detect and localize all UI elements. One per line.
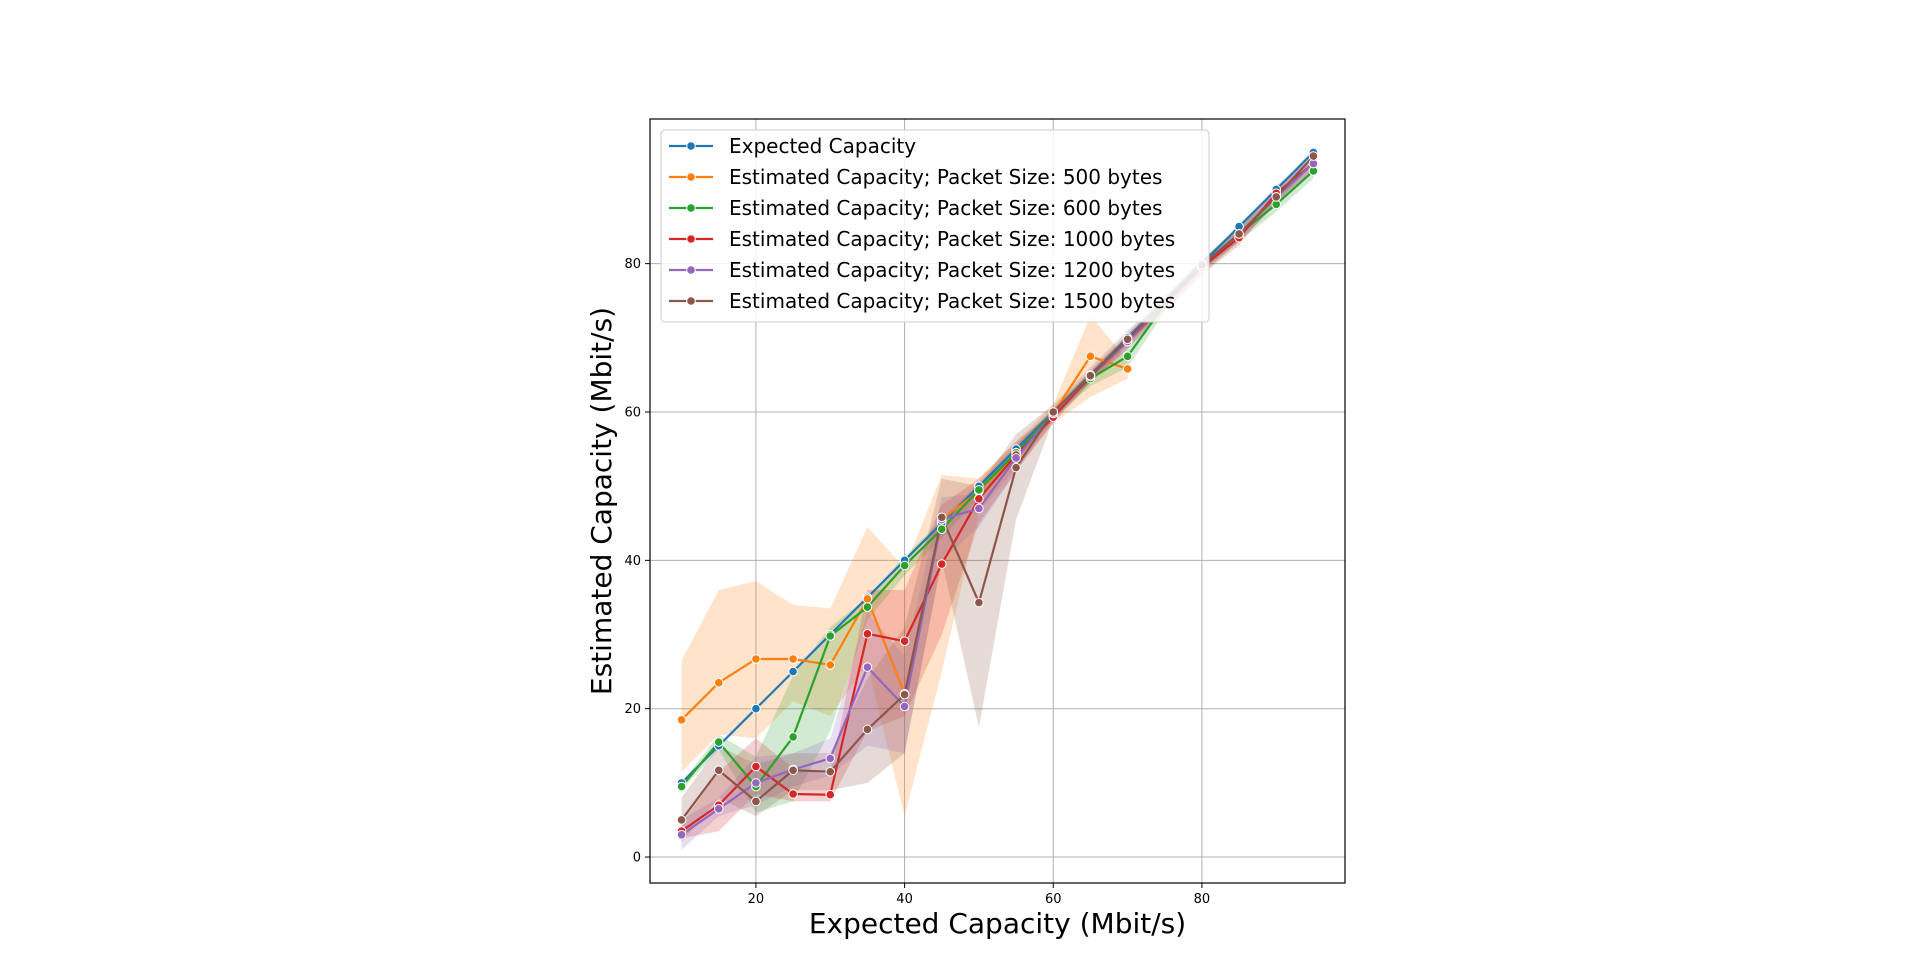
data-point-4 <box>974 503 984 514</box>
data-point-1 <box>751 654 761 664</box>
data-point-4 <box>862 662 873 672</box>
y-tick-label: 0 <box>633 851 641 866</box>
legend-marker-5 <box>686 296 696 306</box>
data-point-4 <box>751 778 761 788</box>
data-point-3 <box>974 493 984 504</box>
data-point-1 <box>825 660 836 670</box>
plot-frame <box>649 118 1346 884</box>
y-axis-label: Estimated Capacity (Mbit/s) <box>585 307 618 695</box>
data-point-4 <box>1011 453 1021 463</box>
x-tick-label: 20 <box>748 892 765 907</box>
data-point-5 <box>676 815 687 825</box>
series-markers <box>676 147 1319 840</box>
data-point-3 <box>788 789 798 799</box>
data-point-5 <box>862 724 873 735</box>
y-axis-ticks: 0 20 40 60 80 <box>624 257 650 866</box>
data-point-2 <box>713 737 724 747</box>
legend-entry-2: Estimated Capacity; Packet Size: 600 byt… <box>729 196 1162 220</box>
data-point-1 <box>713 677 724 688</box>
data-point-4 <box>825 753 836 764</box>
y-tick-label: 20 <box>624 702 641 717</box>
data-point-2 <box>862 602 873 612</box>
legend-marker-3 <box>686 234 696 244</box>
data-point-2 <box>788 732 798 742</box>
legend-marker-0 <box>686 141 696 151</box>
data-point-1 <box>676 715 687 725</box>
legend-entry-4: Estimated Capacity; Packet Size: 1200 by… <box>729 258 1175 282</box>
data-point-3 <box>825 789 836 800</box>
data-point-5 <box>974 597 984 608</box>
data-point-3 <box>862 628 873 639</box>
x-tick-label: 60 <box>1045 892 1062 907</box>
data-point-1 <box>788 654 798 664</box>
data-point-4 <box>899 701 910 712</box>
confidence-band-1 <box>681 315 1128 817</box>
data-point-5 <box>1048 407 1059 417</box>
legend-entry-1: Estimated Capacity; Packet Size: 500 byt… <box>729 165 1162 189</box>
data-point-2 <box>825 631 836 641</box>
data-point-2 <box>1122 351 1133 362</box>
x-tick-label: 40 <box>896 892 913 907</box>
data-point-3 <box>899 636 910 646</box>
legend-marker-1 <box>686 172 696 182</box>
grid-lines <box>650 119 1345 883</box>
legend: Expected Capacity Estimated Capacity; Pac… <box>660 129 1210 323</box>
data-point-5 <box>1085 370 1096 381</box>
data-point-5 <box>825 766 836 777</box>
data-point-5 <box>1234 229 1244 239</box>
data-point-2 <box>899 560 910 571</box>
data-point-5 <box>788 765 798 776</box>
y-tick-label: 80 <box>624 257 641 272</box>
data-point-5 <box>899 689 910 700</box>
data-point-5 <box>1308 151 1319 161</box>
data-point-5 <box>1011 462 1021 473</box>
data-point-0 <box>788 666 798 677</box>
x-axis-label: Expected Capacity (Mbit/s) <box>809 907 1186 940</box>
data-point-3 <box>751 761 761 772</box>
confidence-band-3 <box>681 156 1314 839</box>
y-tick-label: 60 <box>624 405 641 420</box>
data-point-2 <box>936 524 947 534</box>
data-point-5 <box>713 765 724 776</box>
data-point-1 <box>1122 364 1133 374</box>
data-point-1 <box>862 594 873 604</box>
data-point-4 <box>713 804 724 814</box>
data-point-4 <box>676 829 687 840</box>
x-tick-label: 80 <box>1194 892 1211 907</box>
legend-marker-2 <box>686 203 696 213</box>
data-point-3 <box>936 559 947 569</box>
data-point-0 <box>751 703 761 714</box>
data-point-5 <box>1122 334 1133 345</box>
confidence-band-5 <box>681 148 1314 843</box>
data-point-1 <box>1085 351 1096 362</box>
legend-entry-5: Estimated Capacity; Packet Size: 1500 by… <box>729 289 1175 313</box>
data-point-5 <box>936 512 947 523</box>
data-point-5 <box>751 796 761 807</box>
legend-box <box>660 129 1210 323</box>
y-tick-label: 40 <box>624 554 641 569</box>
x-axis-ticks: 20 40 60 80 <box>748 883 1211 907</box>
data-point-2 <box>676 781 687 792</box>
data-point-5 <box>1271 192 1282 202</box>
legend-entry-0: Expected Capacity <box>729 134 916 158</box>
data-point-2 <box>974 485 984 495</box>
legend-marker-4 <box>686 265 696 275</box>
legend-entry-3: Estimated Capacity; Packet Size: 1000 by… <box>729 227 1175 251</box>
